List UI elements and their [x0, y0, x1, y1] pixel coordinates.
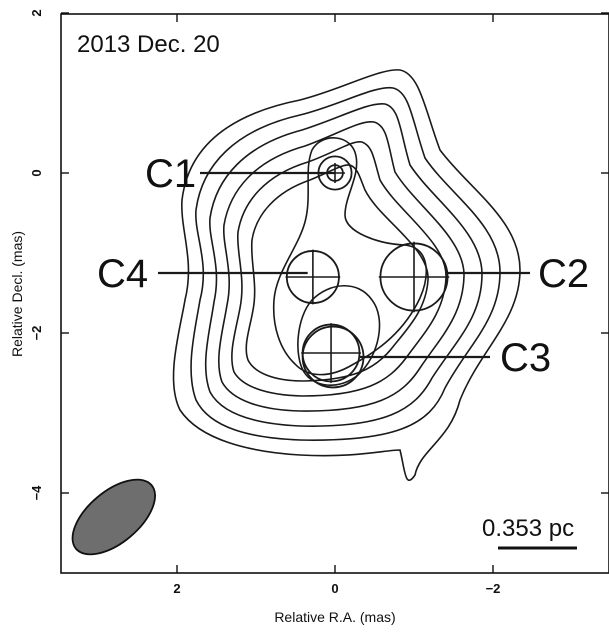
contour-level-4: [218, 121, 465, 412]
component-c4: C4: [97, 249, 341, 305]
contour-level-5: [231, 141, 447, 397]
component-label: C1: [145, 152, 196, 196]
contour-level-3: [204, 103, 483, 427]
scale-bar-label: 0.353 pc: [482, 515, 574, 542]
component-label: C2: [538, 252, 589, 296]
restoring-beam: [71, 478, 156, 556]
contour-level-1: [172, 69, 521, 482]
y-tick-label: 0: [29, 169, 44, 176]
x-tick-label: −2: [486, 581, 501, 596]
contour-level-2: [190, 86, 501, 441]
component-c2: C2: [378, 241, 589, 313]
x-axis-title: Relative R.A. (mas): [274, 609, 395, 625]
x-tick-label: 2: [173, 581, 180, 596]
components-layer: C1 C2 C3 C4: [97, 152, 589, 389]
component-label: C4: [97, 252, 148, 296]
y-tick-label: −2: [29, 326, 44, 341]
contour-level-7: [272, 137, 427, 376]
epoch-label: 2013 Dec. 20: [77, 31, 220, 58]
component-c3: C3: [301, 323, 551, 389]
axes-layer: 2 0 −2 2 0 −2 −4: [29, 9, 609, 596]
y-axis-title: Relative Decl. (mas): [9, 231, 25, 357]
y-tick-label: −4: [29, 485, 44, 501]
x-tick-label: 0: [331, 581, 338, 596]
y-tick-label: 2: [29, 9, 44, 16]
component-c1: C1: [145, 152, 353, 196]
contour-lines: [172, 69, 521, 482]
component-label: C3: [500, 336, 551, 380]
